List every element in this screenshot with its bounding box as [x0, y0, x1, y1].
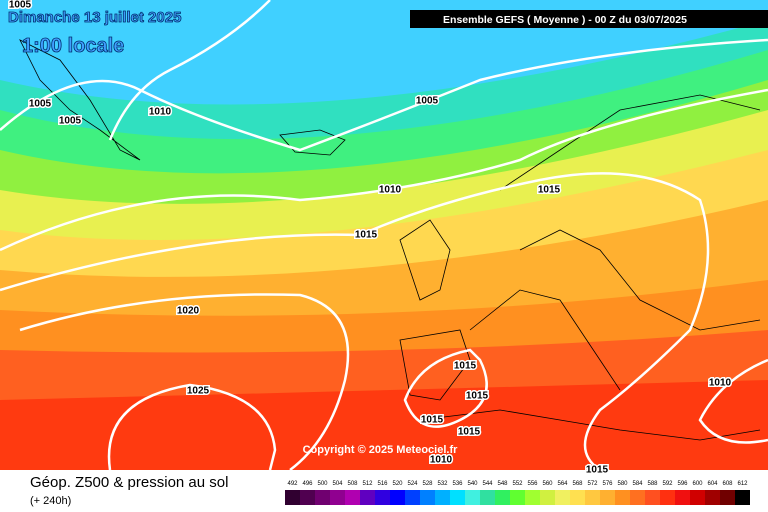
colorbar-tick-label: 608 — [722, 481, 733, 487]
colorbar-cell — [465, 490, 480, 505]
colorbar-cell — [405, 490, 420, 505]
colorbar-cell — [615, 490, 630, 505]
header-box — [410, 10, 768, 28]
colorbar-tick-label: 540 — [467, 481, 478, 487]
colorbar-cell — [420, 490, 435, 505]
colorbar-tick-label: 600 — [692, 481, 703, 487]
colorbar-cell — [360, 490, 375, 505]
colorbar-cell — [675, 490, 690, 505]
colorbar-cell — [660, 490, 675, 505]
isobar-label: 1015 — [355, 230, 378, 241]
colorbar-cell — [585, 490, 600, 505]
isobar-label: 1005 — [416, 96, 439, 107]
isobar-label: 1015 — [458, 427, 481, 438]
date-line: Dimanche 13 juillet 2025 — [8, 9, 181, 26]
colorbar-tick-label: 508 — [347, 481, 358, 487]
colorbar-cell — [375, 490, 390, 505]
colorbar-tick-label: 512 — [362, 481, 373, 487]
isobar-label: 1010 — [379, 185, 402, 196]
colorbar-cell — [720, 490, 735, 505]
colorbar-tick-label: 516 — [377, 481, 388, 487]
isobar-label: 1015 — [466, 391, 489, 402]
colorbar-cell — [645, 490, 660, 505]
footer-subtitle: (+ 240h) — [30, 495, 71, 507]
copyright: Copyright © 2025 Meteociel.fr — [303, 444, 459, 456]
colorbar-tick-label: 496 — [302, 481, 313, 487]
colorbar-cell — [540, 490, 555, 505]
colorbar-cell — [510, 490, 525, 505]
colorbar-cell — [300, 490, 315, 505]
colorbar-cell — [435, 490, 450, 505]
colorbar-tick-label: 552 — [512, 481, 523, 487]
colorbar-tick-label: 532 — [437, 481, 448, 487]
colorbar-tick-label: 560 — [542, 481, 553, 487]
z500-field — [0, 0, 768, 470]
colorbar: 492 496 500 504 508 512 516 520 524 528 532 536 540 5… — [285, 481, 750, 505]
isobar-label: 1010 — [430, 455, 453, 466]
isobar-label: 1020 — [177, 306, 200, 317]
isobar-label: 1015 — [586, 465, 609, 476]
colorbar-tick-label: 604 — [707, 481, 718, 487]
colorbar-cell — [600, 490, 615, 505]
isobar-label: 1010 — [149, 107, 172, 118]
isobar-label: 1015 — [538, 185, 561, 196]
colorbar-tick-label: 612 — [737, 481, 748, 487]
colorbar-tick-label: 572 — [587, 481, 598, 487]
colorbar-tick-label: 544 — [482, 481, 493, 487]
colorbar-tick-label: 580 — [617, 481, 628, 487]
colorbar-tick-label: 592 — [662, 481, 673, 487]
colorbar-tick-label: 520 — [392, 481, 403, 487]
colorbar-cell — [555, 490, 570, 505]
header: Ensemble GEFS ( Moyenne ) - 00 Z du 03/0… — [443, 14, 687, 26]
colorbar-tick-label: 548 — [497, 481, 508, 487]
colorbar-tick-label: 568 — [572, 481, 583, 487]
colorbar-cell — [315, 490, 330, 505]
colorbar-cell — [525, 490, 540, 505]
footer-title: Géop. Z500 & pression au sol — [30, 474, 228, 491]
colorbar-cell — [735, 490, 750, 505]
isobar-label: 1015 — [421, 415, 444, 426]
colorbar-tick-label: 492 — [287, 481, 298, 487]
colorbar-cell — [480, 490, 495, 505]
colorbar-tick-label: 536 — [452, 481, 463, 487]
colorbar-tick-label: 584 — [632, 481, 643, 487]
colorbar-cell — [345, 490, 360, 505]
colorbar-tick-label: 556 — [527, 481, 538, 487]
colorbar-cell — [705, 490, 720, 505]
colorbar-cell — [570, 490, 585, 505]
colorbar-tick-label: 500 — [317, 481, 328, 487]
colorbar-tick-label: 528 — [422, 481, 433, 487]
colorbar-tick-label: 564 — [557, 481, 568, 487]
isobar-label: 1010 — [709, 378, 732, 389]
colorbar-cell — [330, 490, 345, 505]
colorbar-cell — [390, 490, 405, 505]
colorbar-cell — [285, 490, 300, 505]
isobar-label: 1005 — [59, 116, 82, 127]
colorbar-tick-label: 596 — [677, 481, 688, 487]
colorbar-tick-label: 576 — [602, 481, 613, 487]
isobar-label: 1005 — [9, 0, 32, 11]
time-line: 1:00 locale — [22, 35, 124, 57]
colorbar-tick-label: 504 — [332, 481, 343, 487]
colorbar-cell — [450, 490, 465, 505]
colorbar-cell — [690, 490, 705, 505]
isobar-labels: 1005 1005 1005 1010 1005 1010 1015 1015 1020 1025… — [7, 0, 733, 477]
colorbar-tick-label: 524 — [407, 481, 418, 487]
colorbar-tick-label: 588 — [647, 481, 658, 487]
isobars — [0, 0, 768, 472]
colorbar-cell — [495, 490, 510, 505]
isobar-label: 1025 — [187, 386, 210, 397]
coastlines — [19, 39, 761, 441]
isobar-label: 1015 — [454, 361, 477, 372]
colorbar-cell — [630, 490, 645, 505]
isobar-label: 1005 — [29, 99, 52, 110]
